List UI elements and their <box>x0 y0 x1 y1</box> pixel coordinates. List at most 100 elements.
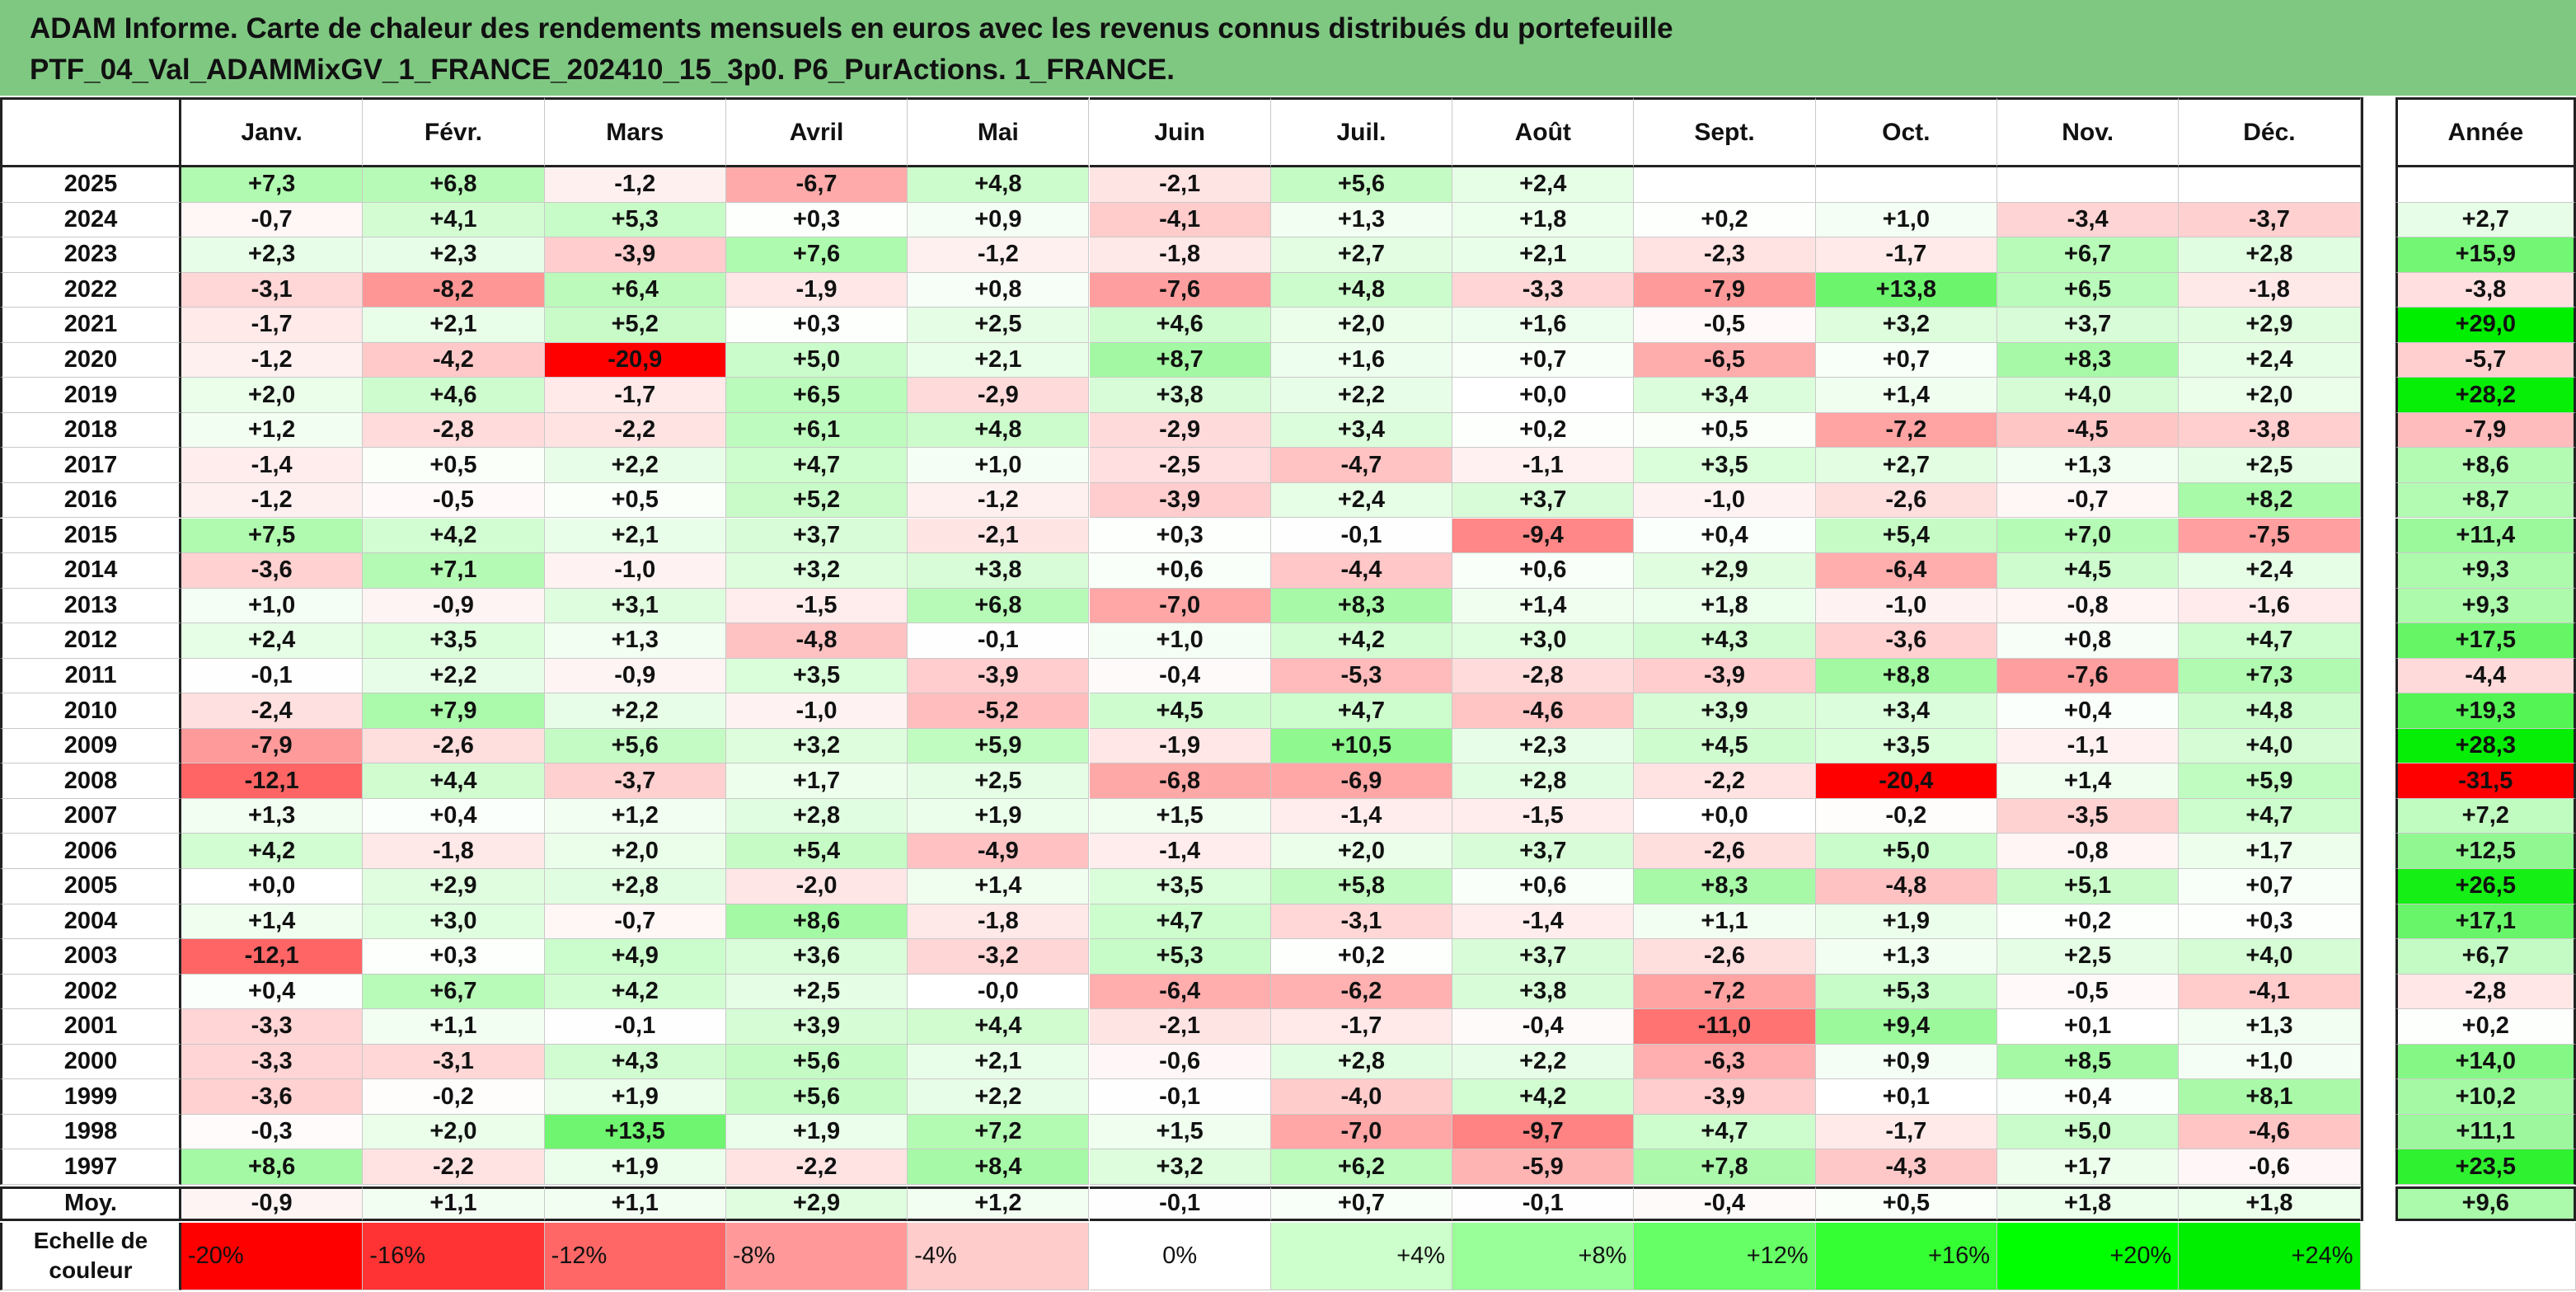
row-label-year: 2024 <box>0 202 181 238</box>
heatmap-cell: +5,1 <box>1997 869 2180 904</box>
heatmap-cell: -7,9 <box>1634 272 1816 308</box>
heatmap-cell: +1,1 <box>363 1009 545 1045</box>
heatmap-cell: -3,9 <box>1634 658 1816 694</box>
heatmap-cell: -3,5 <box>1997 798 2180 834</box>
heatmap-cell: +2,2 <box>363 658 545 694</box>
heatmap-cell: -3,4 <box>1997 202 2180 238</box>
heatmap-cell: +2,0 <box>2179 378 2361 413</box>
heatmap-cell: -1,8 <box>363 834 545 869</box>
heatmap-cell: +2,8 <box>1270 1044 1453 1080</box>
heatmap-cell: +1,7 <box>1997 1149 2180 1185</box>
heatmap-cell <box>1815 167 1997 203</box>
heatmap-cell: -1,0 <box>1634 482 1816 519</box>
heatmap-cell: -4,2 <box>363 342 545 378</box>
column-separator <box>2360 97 2395 1221</box>
row-label-year: 2015 <box>0 518 181 554</box>
heatmap-cell: -2,0 <box>725 869 908 904</box>
heatmap-cell: -2,6 <box>1634 834 1816 869</box>
annual-cell: -5,7 <box>2395 342 2576 378</box>
heatmap-cell: +1,8 <box>1634 588 1816 624</box>
heatmap-cell: +2,0 <box>1270 308 1453 343</box>
heatmap-cell: -7,9 <box>181 728 364 764</box>
heatmap-cell: +2,2 <box>908 1079 1090 1115</box>
heatmap-cell: +5,0 <box>725 342 908 378</box>
heatmap-cell: +3,8 <box>1452 974 1635 1010</box>
heatmap-cell: -1,7 <box>1270 1009 1453 1045</box>
row-label-year: 2003 <box>0 939 181 975</box>
annual-cell: +10,2 <box>2395 1079 2576 1115</box>
annual-cell: +8,7 <box>2395 482 2576 519</box>
heatmap-cell: +2,4 <box>1452 167 1635 203</box>
heatmap-cell: +4,0 <box>2179 939 2361 975</box>
heatmap-cell: -20,4 <box>1815 763 1997 799</box>
annual-cell: +11,1 <box>2395 1114 2576 1150</box>
heatmap-cell: +7,9 <box>363 693 545 729</box>
heatmap-cell: +4,1 <box>363 202 545 238</box>
annual-cell: +26,5 <box>2395 869 2576 904</box>
report-title-bar: ADAM Informe. Carte de chaleur des rende… <box>0 0 2576 96</box>
heatmap-cell: -4,7 <box>1270 448 1453 483</box>
column-header-2: Févr. <box>363 97 545 167</box>
heatmap-cell: -1,7 <box>1815 1114 1997 1150</box>
row-label-year: 2016 <box>0 482 181 519</box>
heatmap-cell: +5,0 <box>1815 834 1997 869</box>
heatmap-cell: +1,5 <box>1089 1114 1271 1150</box>
heatmap-cell: +6,5 <box>1997 272 2180 308</box>
annual-cell: +9,3 <box>2395 553 2576 589</box>
color-scale-label-line-2: couleur <box>49 1257 133 1284</box>
heatmap-cell: +3,4 <box>1634 378 1816 413</box>
heatmap-cell: +0,4 <box>363 798 545 834</box>
heatmap-cell: +1,4 <box>1815 378 1997 413</box>
annual-cell: +11,4 <box>2395 518 2576 554</box>
row-label-year: 1997 <box>0 1149 181 1185</box>
heatmap-cell: -0,1 <box>1270 518 1453 554</box>
heatmap-cell: -3,9 <box>544 237 726 273</box>
heatmap-cell: -12,1 <box>181 939 364 975</box>
heatmap-cell: +3,6 <box>725 939 908 975</box>
heatmap-cell: +2,4 <box>2179 342 2361 378</box>
heatmap-cell: +6,7 <box>1997 237 2180 273</box>
color-scale-swatch: -12% <box>544 1222 726 1290</box>
heatmap-cell: +7,3 <box>181 167 364 203</box>
heatmap-cell: -1,5 <box>725 588 908 624</box>
heatmap-cell: -7,2 <box>1634 974 1816 1010</box>
annual-cell: +0,2 <box>2395 1009 2576 1045</box>
heatmap-cell: +0,3 <box>1089 518 1271 554</box>
heatmap-cell: -1,2 <box>181 342 364 378</box>
color-scale-swatch: -8% <box>725 1222 908 1290</box>
heatmap-cell: +3,8 <box>908 553 1090 589</box>
heatmap-cell: -3,1 <box>181 272 364 308</box>
row-label-year: 2010 <box>0 693 181 729</box>
heatmap-cell: +3,4 <box>1815 693 1997 729</box>
heatmap-cell: +1,4 <box>1452 588 1635 624</box>
row-label-year: 2009 <box>0 728 181 764</box>
heatmap-cell: -0,6 <box>2179 1149 2361 1185</box>
heatmap-cell: -0,7 <box>1997 482 2180 519</box>
color-scale-blank <box>2360 1222 2576 1290</box>
annual-cell: +17,1 <box>2395 904 2576 940</box>
average-cell: -0,4 <box>1634 1186 1816 1221</box>
heatmap-cell: +0,4 <box>1634 518 1816 554</box>
heatmap-cell: -1,1 <box>1452 448 1635 483</box>
annual-cell: +29,0 <box>2395 308 2576 343</box>
heatmap-cell: +4,2 <box>544 974 726 1010</box>
heatmap-cell: +7,8 <box>1634 1149 1816 1185</box>
heatmap-cell: -1,7 <box>1815 237 1997 273</box>
heatmap-cell: +0,6 <box>1089 553 1271 589</box>
color-scale-swatch: +12% <box>1634 1222 1816 1290</box>
heatmap-cell: +1,3 <box>1270 202 1453 238</box>
row-label-year: 2018 <box>0 412 181 449</box>
heatmap-cell: -1,7 <box>544 378 726 413</box>
header-corner <box>0 97 181 167</box>
row-label-year: 2021 <box>0 308 181 343</box>
heatmap-cell: +3,7 <box>1997 308 2180 343</box>
heatmap-cell: -2,2 <box>1634 763 1816 799</box>
heatmap-cell: +5,6 <box>544 728 726 764</box>
heatmap-cell: -0,3 <box>181 1114 364 1150</box>
heatmap-cell: +0,6 <box>1452 869 1635 904</box>
heatmap-cell: -7,6 <box>1089 272 1271 308</box>
heatmap-cell: -7,0 <box>1089 588 1271 624</box>
heatmap-cell: -4,9 <box>908 834 1090 869</box>
heatmap-cell: -0,5 <box>1634 308 1816 343</box>
heatmap-cell: -0,4 <box>1089 658 1271 694</box>
